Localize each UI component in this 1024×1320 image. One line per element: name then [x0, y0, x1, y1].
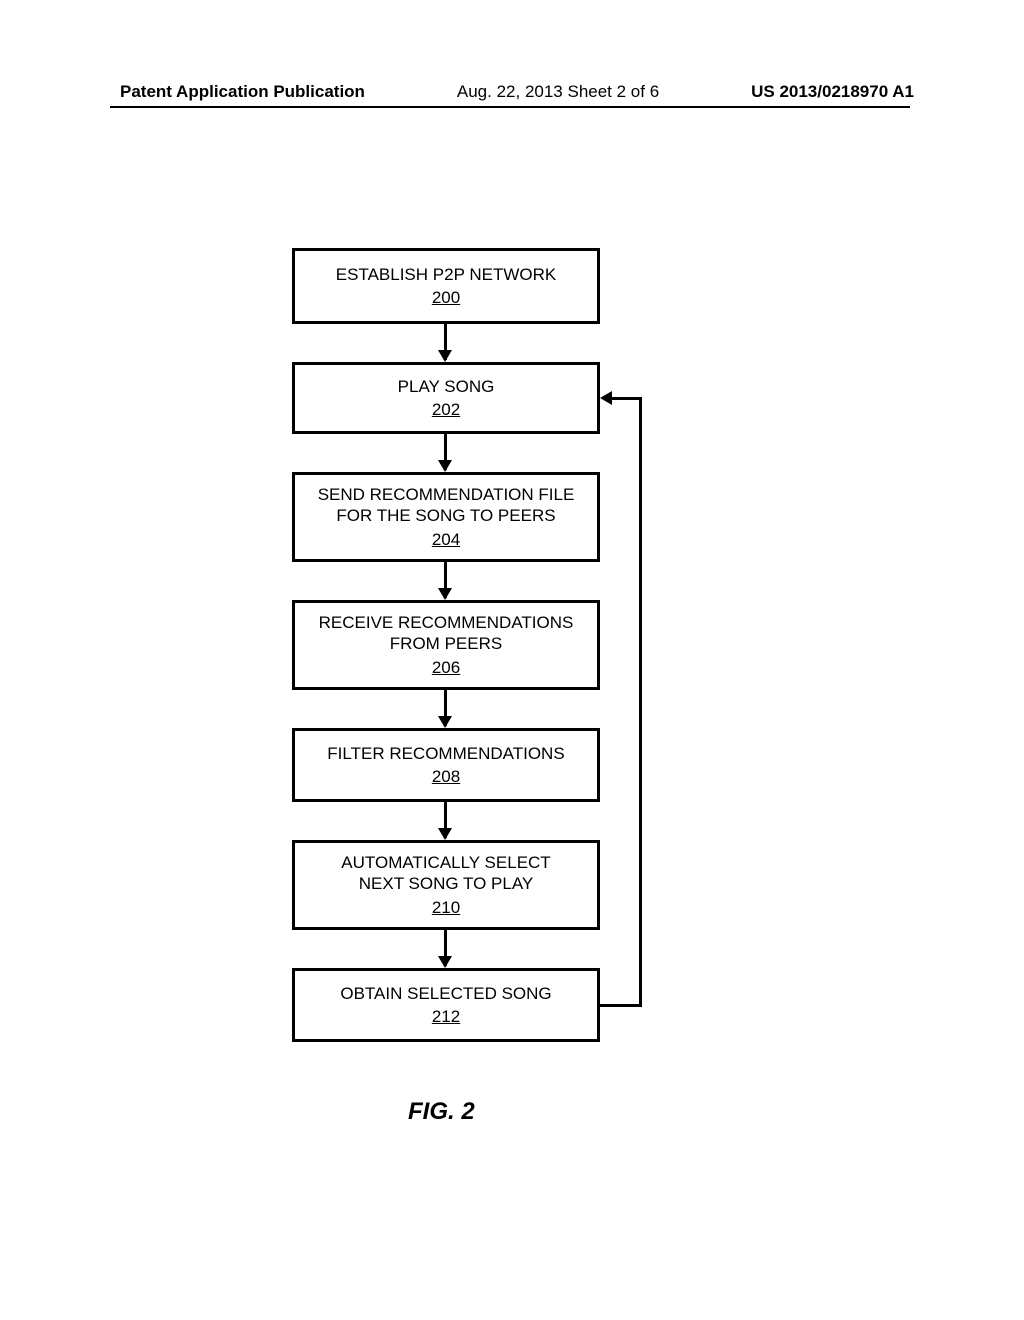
arrow-206-208	[444, 690, 447, 726]
page-header: Patent Application Publication Aug. 22, …	[0, 82, 1024, 102]
figure-label: FIG. 2	[408, 1098, 475, 1126]
header-right: US 2013/0218970 A1	[751, 82, 914, 102]
flow-box-ref: 208	[432, 766, 460, 787]
arrow-208-210	[444, 802, 447, 838]
flow-box-ref: 212	[432, 1006, 460, 1027]
flow-box-label: FILTER RECOMMENDATIONS	[327, 743, 564, 764]
flow-box-204: SEND RECOMMENDATION FILE FOR THE SONG TO…	[292, 472, 600, 562]
flow-box-label: ESTABLISH P2P NETWORK	[336, 264, 556, 285]
flow-box-label-line2: FROM PEERS	[390, 633, 502, 654]
flow-box-ref: 202	[432, 399, 460, 420]
arrow-200-202	[444, 324, 447, 360]
header-left: Patent Application Publication	[120, 82, 365, 102]
flow-box-ref: 206	[432, 657, 460, 678]
flow-box-label: PLAY SONG	[398, 376, 495, 397]
patent-page: Patent Application Publication Aug. 22, …	[0, 0, 1024, 1320]
flow-box-ref: 210	[432, 897, 460, 918]
flow-box-206: RECEIVE RECOMMENDATIONS FROM PEERS 206	[292, 600, 600, 690]
flow-box-210: AUTOMATICALLY SELECT NEXT SONG TO PLAY 2…	[292, 840, 600, 930]
flow-box-label-line1: AUTOMATICALLY SELECT	[341, 852, 550, 873]
header-center: Aug. 22, 2013 Sheet 2 of 6	[457, 82, 659, 102]
flow-box-label-line1: SEND RECOMMENDATION FILE	[318, 484, 575, 505]
flow-box-ref: 204	[432, 529, 460, 550]
flow-box-label-line1: RECEIVE RECOMMENDATIONS	[319, 612, 574, 633]
arrow-210-212	[444, 930, 447, 966]
arrow-204-206	[444, 562, 447, 598]
flow-box-label-line2: FOR THE SONG TO PEERS	[336, 505, 555, 526]
header-rule	[110, 106, 910, 108]
flow-box-202: PLAY SONG 202	[292, 362, 600, 434]
arrow-202-204	[444, 434, 447, 470]
flow-box-label: OBTAIN SELECTED SONG	[340, 983, 551, 1004]
flow-box-212: OBTAIN SELECTED SONG 212	[292, 968, 600, 1042]
flow-box-200: ESTABLISH P2P NETWORK 200	[292, 248, 600, 324]
flow-box-208: FILTER RECOMMENDATIONS 208	[292, 728, 600, 802]
flow-box-ref: 200	[432, 287, 460, 308]
flow-box-label-line2: NEXT SONG TO PLAY	[359, 873, 533, 894]
